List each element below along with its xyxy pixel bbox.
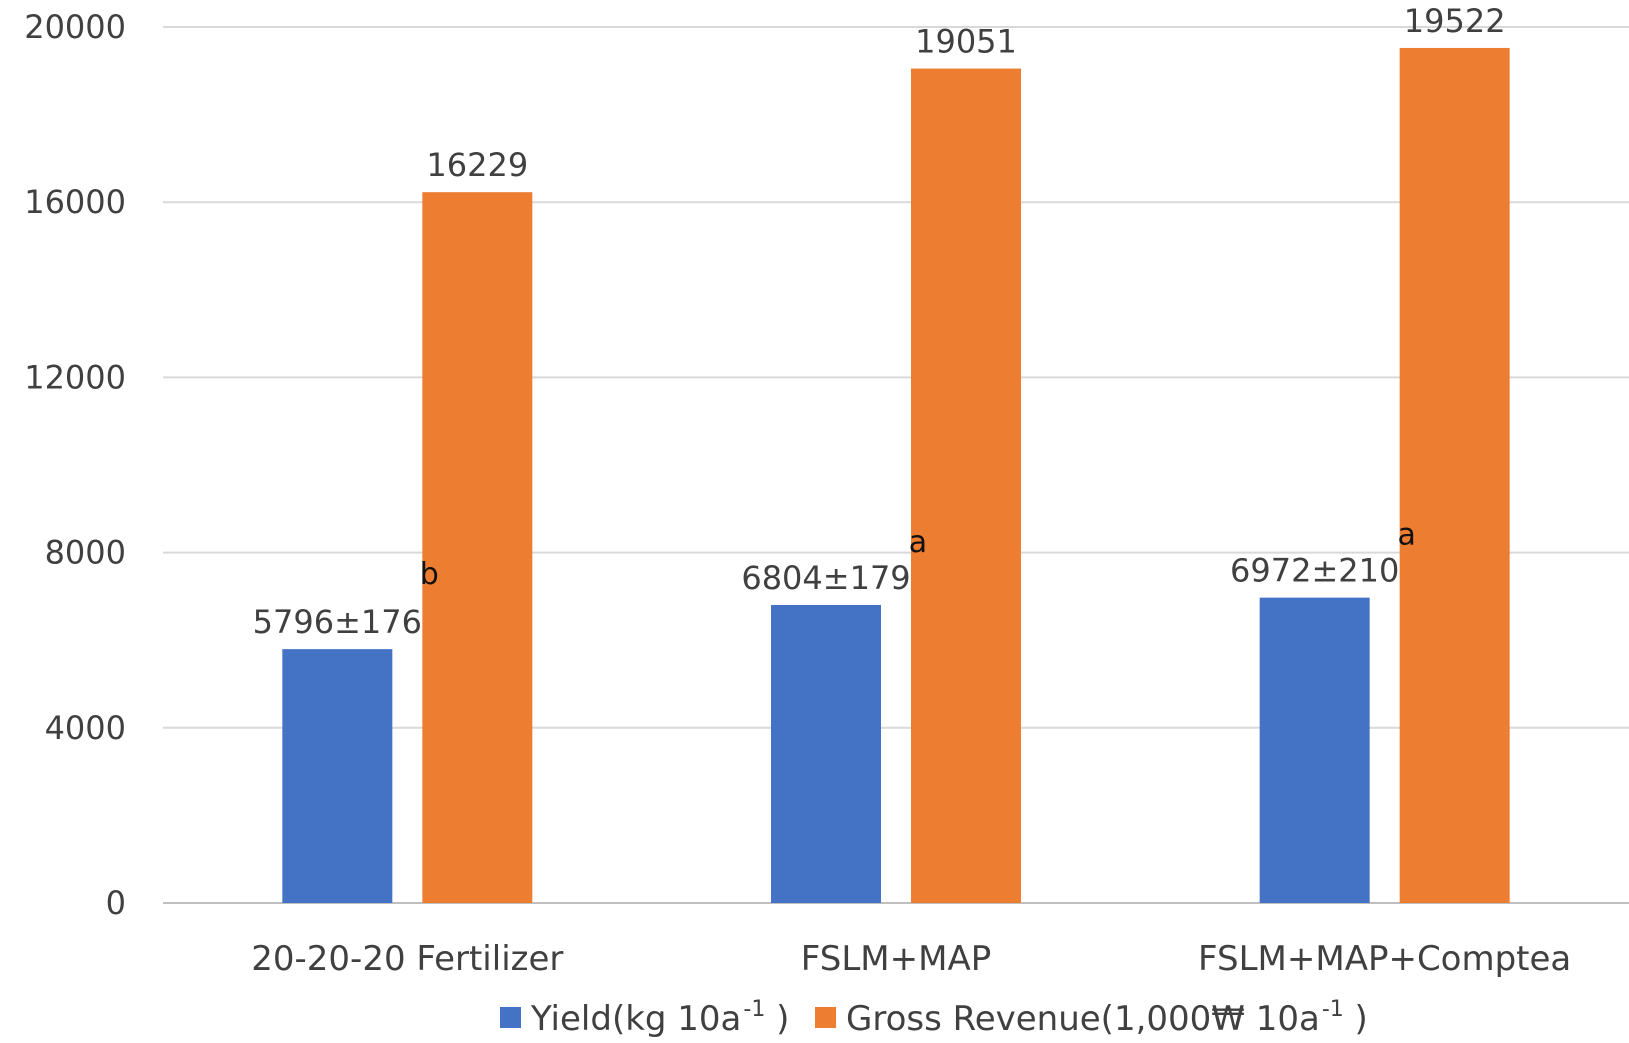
y-tick-label: 12000: [24, 358, 126, 396]
data-label: 16229: [426, 146, 528, 184]
data-label: 6972±210: [1230, 552, 1399, 590]
y-axis-ticks: 0 4000 8000 12000 16000 20000: [24, 8, 126, 922]
legend: Yield(kg 10a-1 ) Gross Revenue(1,000₩ 10…: [500, 997, 1368, 1039]
significance-letter: a: [909, 525, 927, 560]
bars: [282, 47, 1510, 903]
data-labels: 5796±176b162296804±179a190516972±210a195…: [253, 2, 1506, 641]
bar-yield: [771, 604, 881, 903]
legend-swatch-yield: [500, 1007, 521, 1028]
y-tick-label: 20000: [24, 8, 126, 46]
bar-gross-revenue: [422, 192, 533, 903]
y-tick-label: 4000: [45, 709, 126, 747]
legend-label-yield: Yield(kg 10a-1 ): [530, 997, 789, 1039]
x-category-label: FSLM+MAP+Comptea: [1198, 939, 1571, 979]
data-label: 19051: [915, 23, 1017, 61]
data-label: 19522: [1404, 2, 1506, 40]
legend-swatch-gross-revenue: [815, 1007, 836, 1028]
bar-yield: [282, 649, 393, 903]
bar-gross-revenue: [1399, 47, 1510, 903]
significance-letter: a: [1397, 518, 1415, 553]
significance-letter: b: [420, 557, 439, 592]
bar-gross-revenue: [911, 68, 1021, 903]
x-category-label: 20-20-20 Fertilizer: [251, 939, 563, 979]
y-tick-label: 0: [106, 884, 126, 922]
data-label: 6804±179: [741, 559, 910, 597]
y-tick-label: 16000: [24, 183, 126, 221]
legend-label-gross-revenue: Gross Revenue(1,000₩ 10a-1 ): [846, 997, 1368, 1039]
x-axis-categories: 20-20-20 Fertilizer FSLM+MAP FSLM+MAP+Comp…: [251, 939, 1571, 979]
x-category-label: FSLM+MAP: [801, 939, 991, 979]
gridlines: [163, 26, 1629, 904]
data-label: 5796±176: [253, 603, 422, 641]
y-tick-label: 8000: [45, 534, 126, 572]
bar-yield: [1259, 597, 1370, 903]
